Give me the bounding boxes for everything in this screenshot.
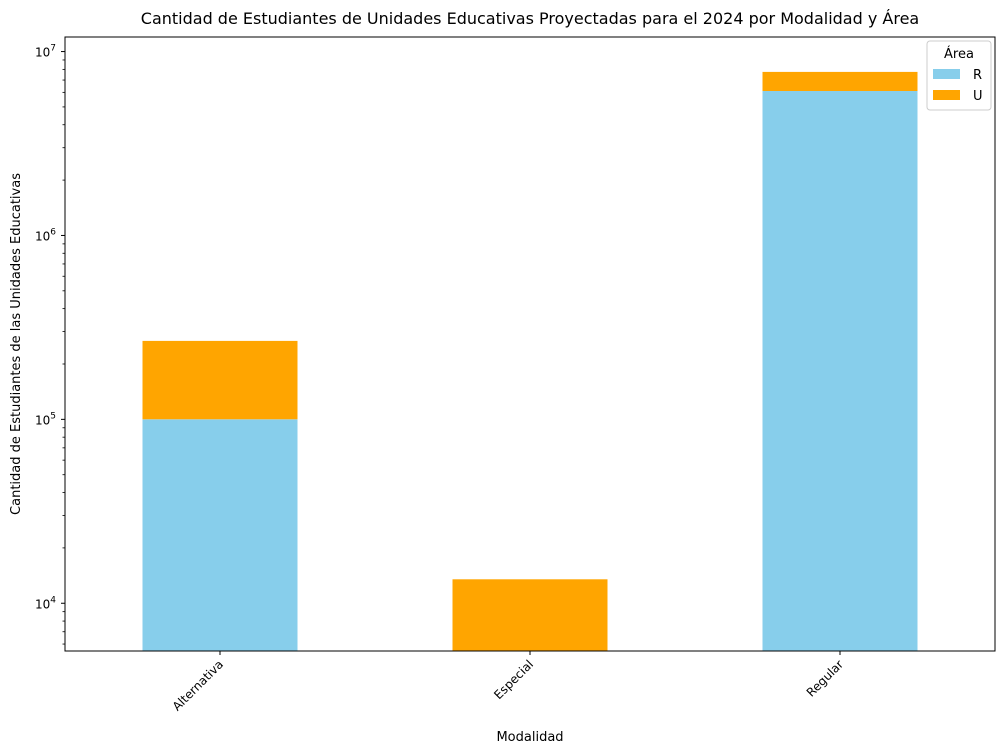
legend-item-u: U	[933, 89, 983, 104]
x-tick-label: Especial	[491, 657, 536, 702]
legend-swatch-u	[933, 90, 960, 100]
x-axis-label: Modalidad	[496, 730, 563, 745]
bars-layer	[142, 71, 918, 651]
y-axis-label: Cantidad de Estudiantes de las Unidades …	[9, 173, 24, 515]
x-tick-label: Regular	[804, 657, 846, 699]
legend-item-r: R	[933, 68, 982, 83]
bar-regular-r	[762, 91, 918, 651]
y-tick-label: 107	[35, 44, 56, 60]
y-tick-label: 105	[35, 411, 56, 427]
legend-swatch-r	[933, 69, 960, 79]
y-tick-label: 106	[35, 227, 56, 243]
bar-alternativa-r	[142, 419, 298, 651]
y-axis: 104 105 106 107	[35, 44, 65, 611]
legend-label-r: R	[973, 68, 982, 83]
legend-title: Área	[944, 46, 974, 62]
bar-alternativa-u	[142, 340, 298, 420]
plot-frame	[64, 36, 996, 652]
bar-regular-u	[762, 71, 918, 91]
bar-especial-u	[452, 579, 608, 651]
x-axis: Alternativa Especial Regular	[170, 651, 846, 714]
x-tick-label: Alternativa	[170, 657, 226, 713]
y-tick-label: 104	[35, 595, 56, 611]
chart-title: Cantidad de Estudiantes de Unidades Educ…	[141, 9, 919, 28]
legend: Área R U	[926, 40, 992, 111]
legend-label-u: U	[973, 89, 983, 104]
